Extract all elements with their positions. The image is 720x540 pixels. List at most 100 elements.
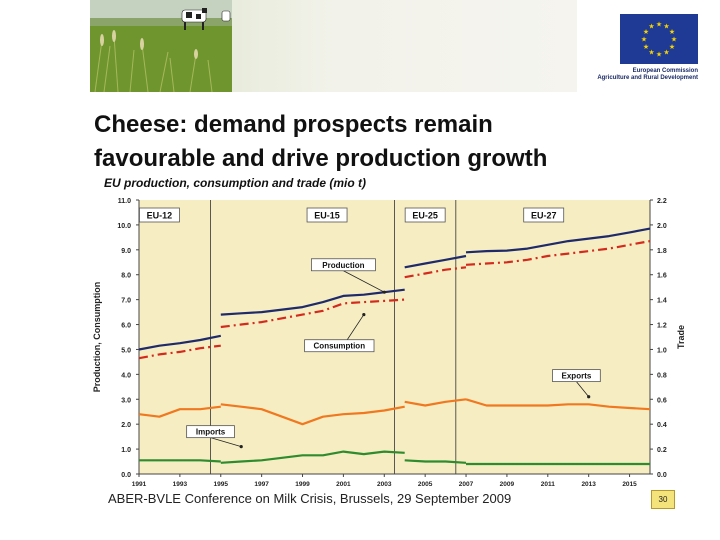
y-tick-label: 2.0 — [121, 422, 131, 429]
period-label: EU-15 — [314, 211, 340, 221]
series-exports-line — [220, 403, 405, 426]
annotation-box — [552, 369, 601, 383]
y2-tick-label: 1.6 — [657, 273, 667, 280]
y2-axis-title: Trade — [676, 325, 686, 349]
annotation-pointer — [382, 290, 386, 294]
eu-star-icon: ★ — [656, 21, 662, 29]
y2-tick-label: 0.0 — [657, 472, 667, 479]
annotation-label: Consumption — [314, 342, 366, 351]
x-tick-label: 2011 — [541, 481, 555, 488]
series-production-line — [465, 227, 651, 254]
series-consumption-line — [404, 266, 467, 279]
eu-flag-logo: ★ ★★★★★★★★★★★ — [620, 14, 698, 64]
x-tick-label: 2007 — [459, 481, 474, 488]
y-tick-label: 0.0 — [121, 472, 131, 479]
annotation-label: Production — [322, 261, 364, 270]
series-exports-line — [465, 398, 651, 411]
eu-star-icon: ★ — [641, 36, 647, 44]
annotation-leader — [343, 270, 385, 293]
y2-tick-label: 0.6 — [657, 397, 667, 404]
eu-star-icon: ★ — [656, 51, 662, 59]
period-label: EU-25 — [412, 211, 438, 221]
eu-star-icon: ★ — [643, 28, 649, 36]
eu-star-icon: ★ — [643, 43, 649, 51]
annotation-label: Imports — [196, 428, 226, 437]
eu-star-icon: ★ — [663, 48, 669, 56]
photo-illustration — [90, 0, 232, 92]
period-label-box — [306, 207, 348, 223]
y-tick-label: 7.0 — [121, 298, 131, 305]
y-tick-label: 6.0 — [121, 323, 131, 330]
period-label: EU-27 — [531, 211, 557, 221]
period-label-box — [523, 207, 565, 223]
org-name: European Commission Agriculture and Rura… — [578, 68, 698, 82]
annotation-box — [304, 339, 375, 353]
series-production-line — [220, 288, 405, 316]
slide-title-line-1: Cheese: demand prospects remain — [94, 111, 493, 138]
x-tick-label: 1997 — [254, 481, 269, 488]
annotation-label: Exports — [562, 372, 592, 381]
y2-tick-label: 0.8 — [657, 372, 667, 379]
eu-star-icon: ★ — [663, 23, 669, 31]
y2-tick-label: 1.8 — [657, 248, 667, 255]
eu-star-icon: ★ — [648, 48, 654, 56]
series-consumption-line — [220, 298, 405, 329]
x-tick-label: 1991 — [132, 481, 147, 488]
annotation-leader — [210, 437, 242, 447]
annotation-pointer — [239, 445, 243, 449]
x-tick-label: 1999 — [295, 481, 310, 488]
annotation-pointer — [362, 312, 366, 317]
y-axis-title: Production, Consumption — [92, 282, 102, 393]
x-tick-label: 2005 — [418, 481, 433, 488]
period-label: EU-12 — [147, 211, 173, 221]
slide-title-line-2: favourable and drive production growth — [94, 145, 548, 172]
period-label-box — [139, 207, 180, 223]
series-imports-line — [404, 459, 467, 464]
series-consumption-line — [465, 240, 651, 266]
series-imports-line — [220, 450, 405, 464]
eu-star-icon: ★ — [671, 36, 677, 44]
org-line-1: European Commission — [632, 68, 698, 74]
y2-tick-label: 0.4 — [657, 422, 667, 429]
page-number: 30 — [651, 490, 675, 509]
series-exports-line — [138, 405, 221, 418]
y-tick-label: 10.0 — [117, 223, 131, 230]
y2-tick-label: 2.0 — [657, 223, 667, 230]
chart-subtitle: EU production, consumption and trade (mi… — [104, 176, 366, 190]
y2-tick-label: 1.4 — [657, 298, 667, 305]
y-tick-label: 1.0 — [121, 447, 131, 454]
x-tick-label: 1993 — [173, 481, 188, 488]
footer-text: ABER-BVLE Conference on Milk Crisis, Bru… — [108, 491, 512, 506]
x-tick-label: 2015 — [622, 481, 637, 488]
annotation-pointer — [587, 395, 591, 399]
annotation-box — [310, 258, 376, 272]
x-tick-label: 2013 — [581, 481, 596, 488]
series-production-line — [138, 334, 222, 351]
org-line-2: Agriculture and Rural Development — [597, 75, 698, 81]
x-tick-label: 1995 — [214, 481, 229, 488]
annotation-box — [186, 425, 235, 439]
annotation-leader — [576, 381, 589, 398]
eu-star-icon: ★ — [648, 23, 654, 31]
x-tick-label: 2003 — [377, 481, 392, 488]
series-production-line — [404, 254, 467, 269]
series-exports-line — [404, 398, 467, 407]
y2-tick-label: 2.2 — [657, 198, 667, 205]
x-tick-label: 2001 — [336, 481, 351, 488]
series-consumption-line — [138, 344, 221, 360]
period-label-box — [404, 207, 446, 223]
y-tick-label: 11.0 — [118, 198, 131, 205]
x-tick-label: 2009 — [500, 481, 515, 488]
y2-tick-label: 1.2 — [657, 323, 667, 330]
eu-star-icon: ★ — [669, 43, 675, 51]
header-fade — [232, 0, 577, 92]
y-tick-label: 8.0 — [121, 273, 131, 280]
eu-star-icon: ★ — [669, 28, 675, 36]
y-tick-label: 4.0 — [121, 372, 131, 379]
slide-title: Cheese: demand prospects remain favourab… — [94, 108, 694, 176]
y2-tick-label: 0.2 — [657, 447, 667, 454]
dairy-cows-pasture-photo — [90, 0, 232, 92]
y-tick-label: 9.0 — [121, 248, 131, 255]
series-imports-line — [139, 459, 221, 463]
